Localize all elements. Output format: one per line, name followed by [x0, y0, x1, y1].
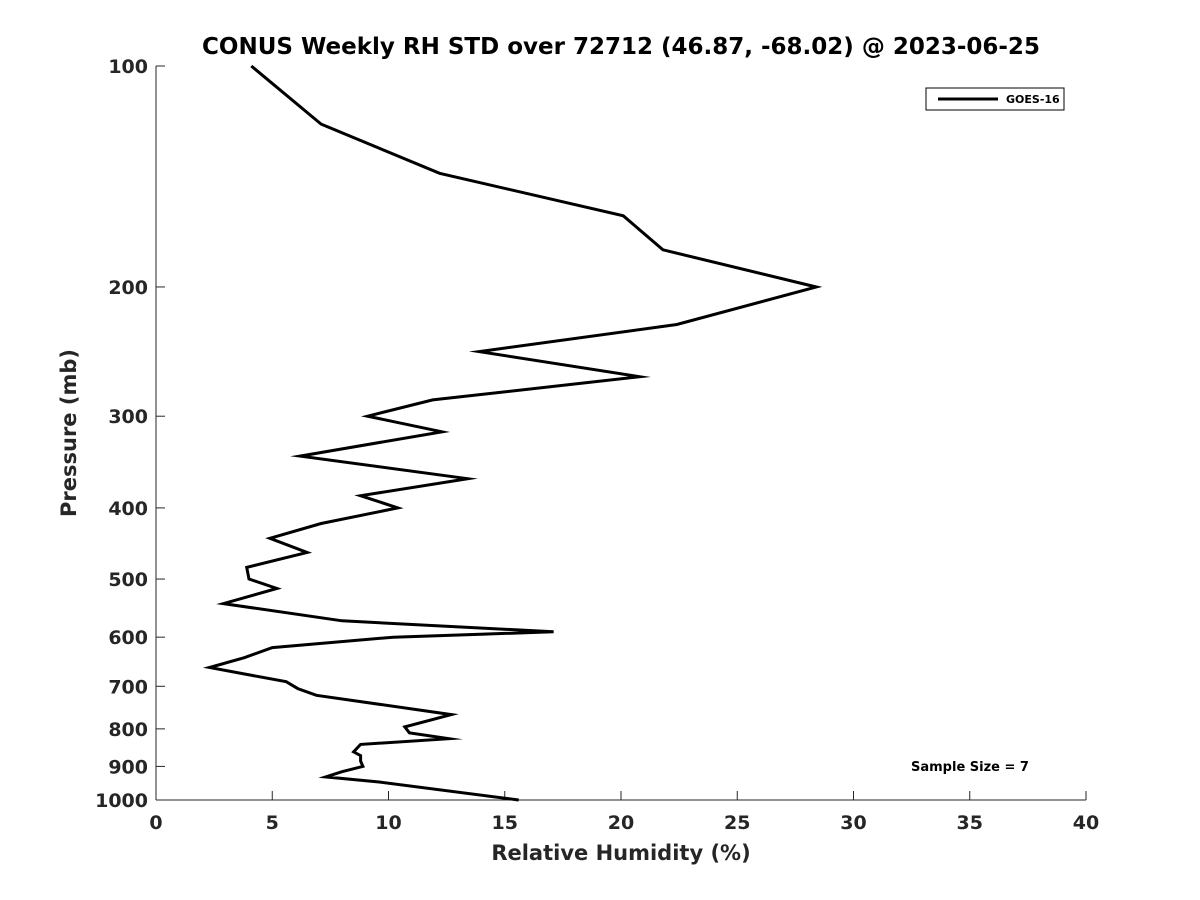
y-tick-label: 500	[108, 569, 148, 591]
x-tick-label: 30	[840, 812, 866, 834]
plot-area	[155, 66, 1086, 801]
y-tick-label: 900	[108, 756, 148, 778]
x-ticks: 0 5 10 15 20 25 30 35 40	[149, 791, 1099, 834]
y-axis-label: Pressure (mb)	[57, 349, 81, 517]
y-tick-label: 300	[108, 406, 148, 428]
y-tick-label: 100	[108, 56, 148, 78]
y-ticks: 100 200 300 400 500 600 700 800 900 1000	[95, 56, 165, 812]
x-axis-label: Relative Humidity (%)	[491, 841, 750, 865]
y-tick-label: 1000	[95, 790, 148, 812]
y-tick-label: 600	[108, 627, 148, 649]
x-tick-label: 15	[492, 812, 518, 834]
sample-size-annotation: Sample Size = 7	[911, 760, 1029, 775]
y-tick-label: 700	[108, 676, 148, 698]
x-tick-label: 20	[608, 812, 634, 834]
x-tick-label: 40	[1073, 812, 1099, 834]
x-tick-label: 0	[149, 812, 162, 834]
series-line-goes-16	[202, 64, 823, 802]
x-tick-label: 35	[957, 812, 983, 834]
x-tick-label: 5	[266, 812, 279, 834]
legend: GOES-16	[925, 87, 1065, 111]
y-tick-label: 200	[108, 277, 148, 299]
chart-title: CONUS Weekly RH STD over 72712 (46.87, -…	[202, 34, 1040, 60]
series-layer	[202, 64, 823, 802]
y-tick-label: 400	[108, 498, 148, 520]
legend-entry-goes-16: GOES-16	[1006, 93, 1060, 106]
x-tick-label: 10	[375, 812, 401, 834]
x-tick-label: 25	[724, 812, 750, 834]
y-tick-label: 800	[108, 719, 148, 741]
